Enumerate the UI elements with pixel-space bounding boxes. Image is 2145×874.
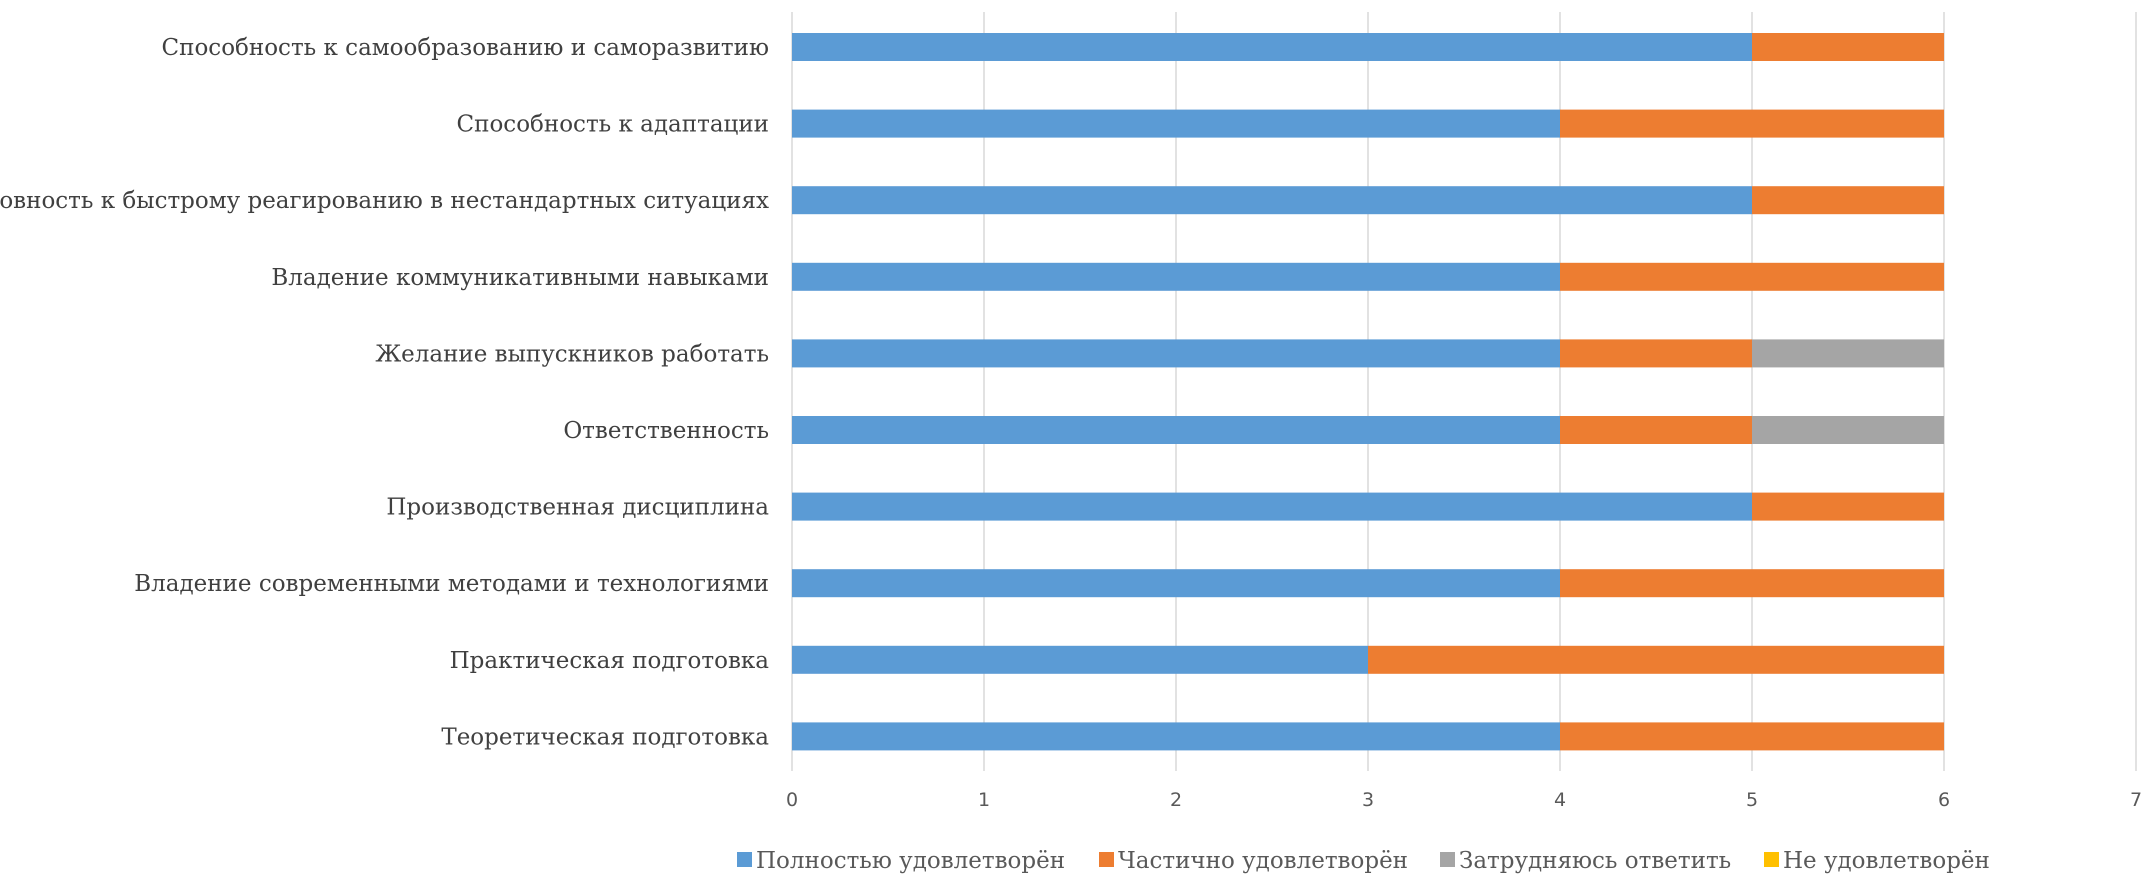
bar-segment <box>792 722 1560 751</box>
legend-label: Затрудняюсь ответить <box>1459 848 1731 874</box>
bar-segment <box>792 492 1752 521</box>
bar-segment <box>792 186 1752 215</box>
category-label: Теоретическая подготовка <box>441 724 769 750</box>
legend-swatch <box>1440 852 1455 867</box>
x-tick-label: 1 <box>978 789 990 811</box>
gridlines <box>791 12 2137 771</box>
bar-segment <box>792 569 1560 598</box>
bar-segment <box>1560 416 1752 444</box>
bar-segment <box>792 262 1560 291</box>
bar-segment <box>1752 186 1944 215</box>
bar-segment <box>1752 339 1944 368</box>
category-label: Ответственность <box>563 418 769 444</box>
x-axis-tick-labels: 0 1 2 3 4 5 6 7 <box>786 789 2142 811</box>
bar-segment <box>1560 722 1944 751</box>
category-label: Практическая подготовка <box>450 648 770 674</box>
bar-segment <box>792 339 1560 368</box>
bar-segment <box>792 645 1368 674</box>
x-tick-label: 0 <box>786 789 798 811</box>
legend-swatch <box>1099 852 1114 867</box>
bar-segment <box>1752 416 1944 444</box>
legend-label: Полностью удовлетворён <box>756 848 1065 874</box>
category-label: Владение современными методами и техноло… <box>134 571 769 597</box>
x-tick-label: 6 <box>1938 789 1950 811</box>
x-tick-label: 7 <box>2130 789 2142 811</box>
bar-segment <box>1752 492 1944 521</box>
category-labels: Способность к самообразованию и саморазв… <box>0 35 769 750</box>
legend: Полностью удовлетворён Частично удовлетво… <box>737 848 1990 874</box>
bar-segment <box>792 416 1560 444</box>
legend-swatch <box>737 852 752 867</box>
bar-segment <box>1368 645 1944 674</box>
bar-segment <box>1560 339 1752 368</box>
bars <box>792 33 1944 751</box>
legend-swatch <box>1764 852 1779 867</box>
bar-segment <box>1752 33 1944 61</box>
category-label: Желание выпускников работать <box>375 341 769 367</box>
bar-segment <box>1560 109 1944 138</box>
category-label: Способность к самообразованию и саморазв… <box>162 35 769 61</box>
bar-segment <box>1560 569 1944 598</box>
bar-segment <box>792 33 1752 61</box>
x-tick-label: 5 <box>1746 789 1758 811</box>
category-label: Способность к адаптации <box>457 112 769 138</box>
x-tick-label: 4 <box>1554 789 1566 811</box>
x-tick-label: 2 <box>1170 789 1182 811</box>
bar-segment <box>1560 262 1944 291</box>
legend-label: Не удовлетворён <box>1783 848 1990 874</box>
category-label: Производственная дисциплина <box>386 495 769 521</box>
legend-label: Частично удовлетворён <box>1118 848 1408 874</box>
x-tick-label: 3 <box>1362 789 1374 811</box>
category-label: Готовность к быстрому реагированию в нес… <box>0 188 769 214</box>
bar-segment <box>792 109 1560 138</box>
category-label: Владение коммуникативными навыками <box>271 265 769 291</box>
